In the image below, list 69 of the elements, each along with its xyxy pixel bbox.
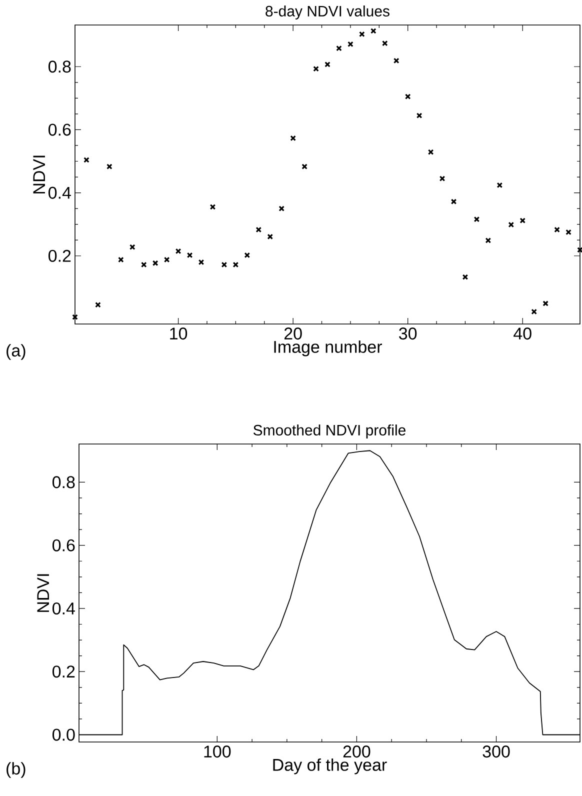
text: (a) — [6, 344, 26, 360]
point — [358, 31, 365, 38]
point — [106, 164, 112, 170]
point — [84, 157, 90, 163]
point — [302, 164, 308, 170]
y-tick-label: 0.6 — [52, 539, 75, 552]
y-tick-label: 0.4 — [52, 602, 75, 614]
chart-title: 8-day NDVI values — [266, 5, 390, 20]
point — [496, 182, 503, 188]
point — [210, 204, 216, 210]
point — [129, 244, 136, 250]
point — [462, 274, 468, 280]
point — [94, 302, 101, 308]
point — [152, 260, 158, 266]
y-axis-title: NDVI — [33, 156, 45, 194]
text: (b) — [6, 762, 26, 778]
point — [474, 216, 480, 222]
point — [267, 234, 273, 240]
point — [232, 262, 239, 268]
point — [324, 62, 330, 68]
point — [416, 112, 422, 118]
x-tick-label: 20 — [284, 328, 302, 340]
point — [566, 229, 572, 236]
point — [508, 222, 514, 228]
x-tick-label: 100 — [204, 746, 231, 758]
y-axis-title: NDVI — [37, 574, 49, 612]
y-tick-label: 0.6 — [48, 124, 71, 136]
point — [118, 256, 124, 263]
point — [313, 66, 319, 72]
y-tick-label: 0.2 — [48, 250, 71, 262]
point — [186, 252, 193, 258]
point — [347, 41, 354, 48]
point — [164, 256, 170, 263]
point — [370, 28, 376, 34]
point — [290, 135, 296, 142]
point — [450, 198, 457, 205]
x-tick-label: 30 — [398, 328, 417, 340]
y-tick-label: 0.0 — [52, 728, 75, 741]
point — [404, 94, 411, 100]
point — [244, 252, 250, 258]
point — [72, 314, 78, 320]
point — [531, 308, 537, 315]
x-tick-label: 200 — [343, 746, 370, 758]
point — [542, 300, 548, 306]
point — [175, 248, 182, 254]
point — [278, 206, 284, 212]
point — [485, 237, 492, 244]
y-tick-label: 0.4 — [48, 186, 71, 199]
x-axis-title: Image number — [274, 340, 382, 356]
point — [554, 226, 560, 233]
point — [439, 176, 446, 182]
point — [198, 259, 204, 266]
x-tick-label: 10 — [170, 328, 188, 340]
x-axis-title: Day of the year — [273, 758, 387, 774]
y-tick-label: 0.8 — [52, 476, 75, 488]
point — [520, 218, 526, 224]
y-tick-label: 0.8 — [48, 60, 71, 73]
chart-title: Smoothed NDVI profile — [253, 424, 406, 438]
point — [382, 40, 388, 46]
point — [256, 226, 262, 233]
point — [393, 58, 400, 64]
point — [140, 262, 147, 268]
y-tick-label: 0.2 — [52, 666, 75, 678]
point — [336, 45, 342, 52]
point — [221, 262, 228, 268]
point — [428, 149, 434, 156]
x-tick-label: 40 — [514, 328, 532, 340]
x-tick-label: 300 — [482, 746, 510, 758]
point — [577, 246, 582, 253]
